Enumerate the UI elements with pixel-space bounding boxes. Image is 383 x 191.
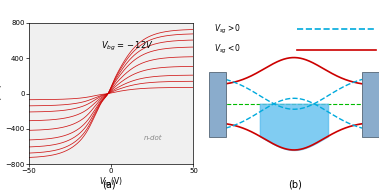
Text: (b): (b) [288, 179, 302, 189]
Text: $V_{bg}=-12V$: $V_{bg}=-12V$ [101, 40, 154, 53]
Text: $V_{sg} > 0$: $V_{sg} > 0$ [214, 23, 241, 36]
Bar [209, 72, 226, 138]
Text: $V_{sg} < 0$: $V_{sg} < 0$ [214, 43, 241, 56]
Y-axis label: $I$(nA): $I$(nA) [0, 84, 4, 103]
X-axis label: $V_{sg}$(V): $V_{sg}$(V) [99, 176, 123, 189]
Text: (a): (a) [102, 179, 116, 189]
Text: n-dot: n-dot [144, 135, 162, 141]
Bar [362, 72, 379, 138]
